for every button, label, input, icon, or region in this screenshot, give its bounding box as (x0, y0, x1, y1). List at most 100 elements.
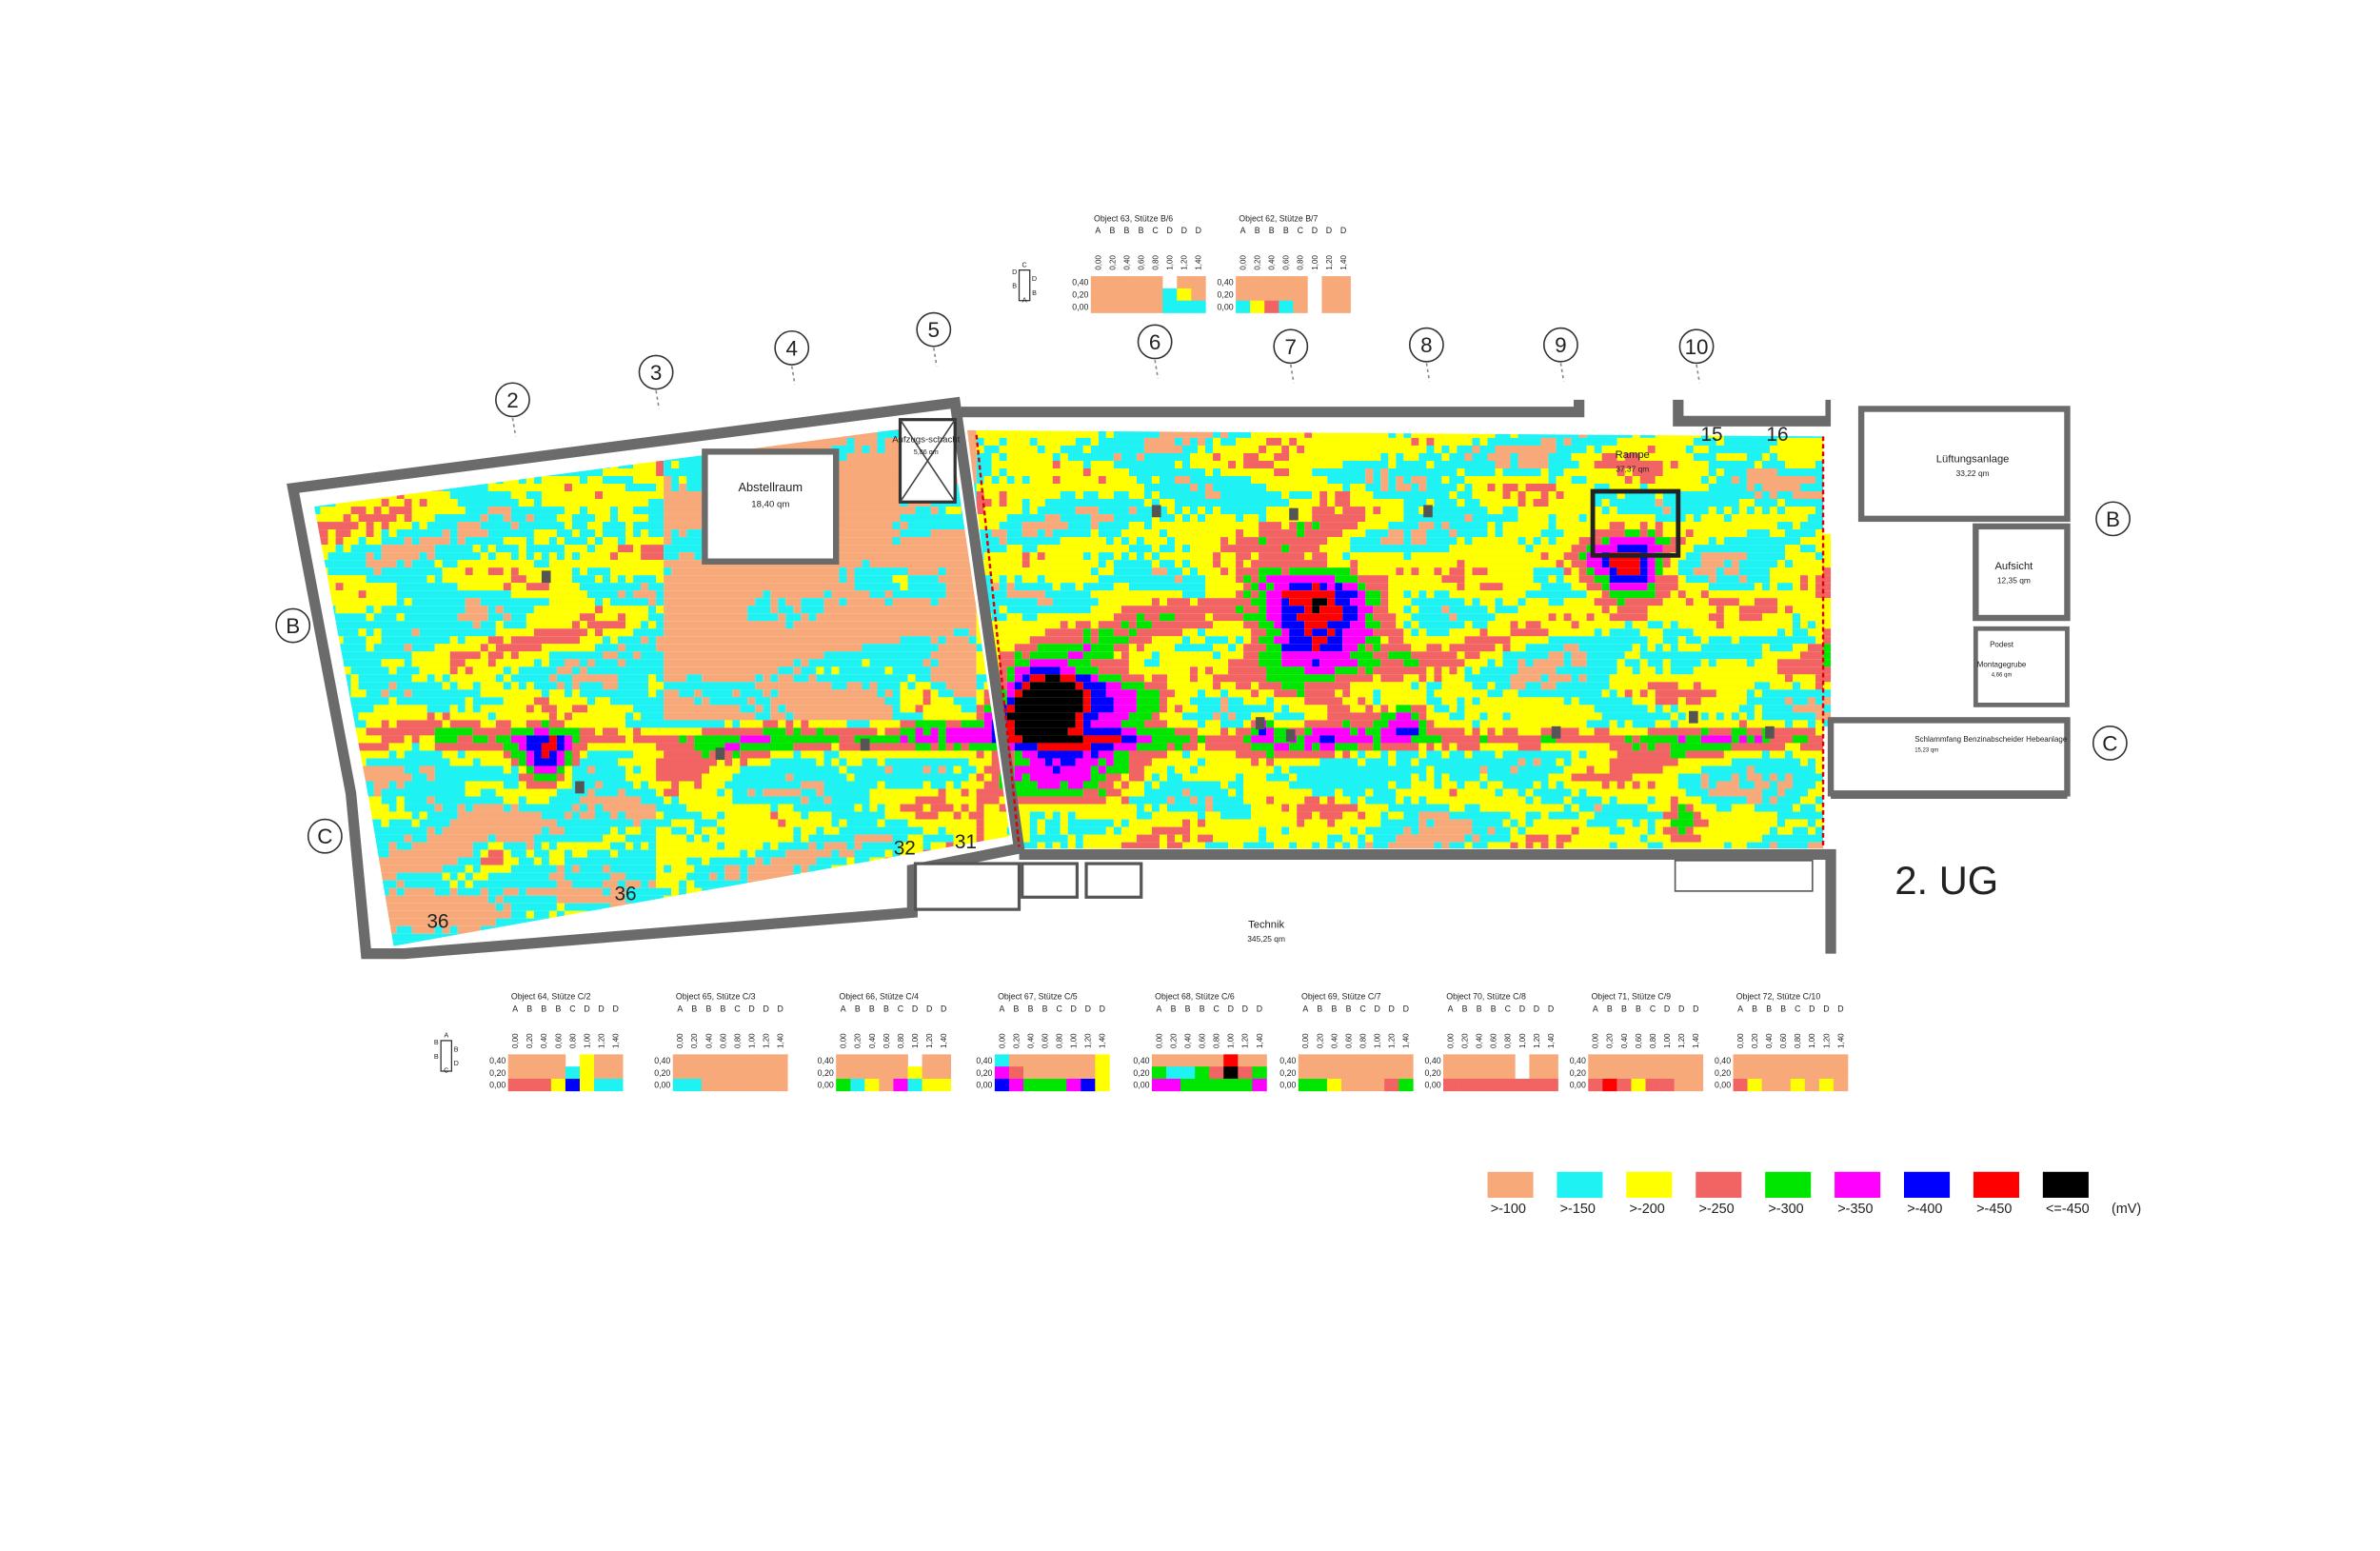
heat-cell (366, 758, 450, 766)
heat-cell (1609, 796, 1617, 805)
heat-cell (426, 575, 435, 584)
heat-cell (839, 598, 847, 606)
heat-cell (884, 811, 916, 820)
heat-cell (1525, 537, 1534, 546)
heat-cell (625, 826, 642, 835)
heat-cell (518, 522, 565, 530)
heat-cell (1198, 705, 1221, 713)
heat-cell (763, 590, 771, 599)
heat-cell (472, 545, 481, 553)
heat-cell (1228, 712, 1237, 721)
heat-cell (366, 606, 374, 614)
heat-cell (1044, 758, 1053, 766)
heat-cell (411, 925, 435, 934)
heat-cell (1312, 552, 1328, 561)
heat-cell (1632, 819, 1640, 827)
heat-cell (1647, 613, 1709, 622)
heat-cell (1548, 514, 1557, 523)
heat-cell (314, 872, 336, 881)
heat-cell (1769, 750, 1785, 759)
heat-cell (1174, 460, 1182, 468)
heat-cell (1457, 467, 1465, 476)
heat-cell (1327, 796, 1336, 805)
heat-cell (1693, 545, 1785, 553)
heat-cell (1312, 788, 1336, 797)
heat-cell (571, 437, 580, 446)
heat-cell (1342, 460, 1389, 468)
heat-cell (1236, 682, 1252, 690)
heat-cell (1312, 887, 1374, 896)
heat-cell (381, 606, 466, 614)
heat-cell (1464, 674, 1511, 683)
heat-cell (465, 781, 504, 789)
heat-cell (1388, 872, 1412, 881)
heat-cell (1159, 499, 1175, 507)
heat-cell (1266, 910, 1282, 919)
heat-cell (1373, 842, 1389, 850)
heat-cell (1198, 720, 1206, 728)
heat-cell (1662, 842, 1724, 850)
heat-cell (1006, 712, 1076, 721)
heat-cell (1198, 484, 1206, 492)
heat-cell (1220, 452, 1244, 461)
heat-cell (526, 491, 542, 500)
heat-cell (1892, 903, 1908, 911)
heat-cell (1098, 560, 1106, 568)
heat-cell (480, 857, 504, 865)
heat-cell (831, 796, 870, 805)
heat-cell (1487, 437, 1541, 446)
heat-cell (976, 507, 984, 515)
heat-cell (595, 628, 604, 637)
heat-cell (1540, 529, 1564, 538)
heat-cell (1128, 918, 1167, 926)
heat-cell (1457, 613, 1496, 622)
heat-cell (1746, 507, 1755, 515)
heat-cell (1449, 452, 1465, 461)
heat-cell (1670, 590, 1678, 599)
heat-cell (1166, 842, 1182, 850)
heat-cell (1044, 826, 1061, 835)
heat-cell (1731, 842, 1747, 850)
heat-cell (556, 819, 634, 827)
heat-cell (892, 712, 923, 721)
heat-cell (1677, 583, 1709, 591)
heat-cell (1358, 918, 1458, 926)
heat-cell (1953, 925, 1961, 934)
heat-cell (922, 804, 931, 812)
heat-cell (1105, 689, 1137, 698)
heat-cell (1166, 766, 1175, 774)
heat-cell (1166, 834, 1175, 843)
heat-cell (1700, 735, 1732, 744)
heat-cell (487, 437, 519, 446)
heat-cell (778, 804, 794, 812)
heat-cell (1746, 552, 1785, 561)
heat-cell (1029, 682, 1076, 690)
heat-cell (976, 475, 984, 485)
heat-cell (1236, 552, 1252, 561)
heat-cell (411, 537, 420, 546)
heat-cell (1342, 895, 1366, 904)
heat-cell (922, 842, 931, 850)
heat-cell (1738, 499, 1755, 507)
heat-cell (656, 467, 664, 476)
heat-cell (1776, 842, 1809, 850)
heat-cell (1769, 445, 1854, 453)
heat-cell (976, 545, 1007, 553)
heat-cell (724, 781, 802, 789)
heat-cell (1297, 804, 1359, 812)
heat-cell (656, 872, 687, 881)
heat-cell (1800, 682, 1816, 690)
heat-cell (556, 773, 565, 782)
heat-cell (411, 834, 427, 843)
heat-cell (1388, 720, 1419, 728)
heat-cell (1274, 735, 1290, 744)
heat-cell (732, 796, 802, 805)
heat-cell (404, 796, 427, 805)
heat-cell (1502, 895, 1564, 904)
heat-cell (1464, 804, 1480, 812)
heat-cell (625, 415, 633, 423)
heat-cell (1716, 475, 1732, 485)
heat-cell (1151, 636, 1182, 645)
heat-cell (343, 849, 389, 858)
heat-cell (938, 636, 946, 645)
